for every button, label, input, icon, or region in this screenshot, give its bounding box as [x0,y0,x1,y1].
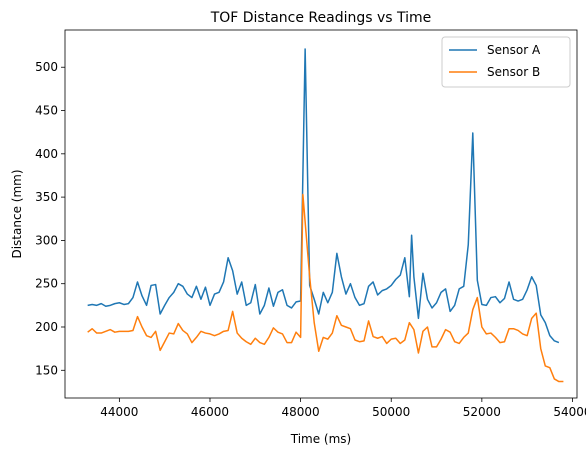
series-line-2 [87,193,564,383]
legend-label-2: Sensor B [487,65,540,79]
y-axis-label: Distance (mm) [10,169,24,258]
x-tick-label: 46000 [191,405,229,419]
y-tick-label: 150 [35,363,58,377]
plot-area-frame [64,29,578,399]
x-axis-ticks: 44000 46000 48000 50000 52000 54000 [100,398,586,419]
y-tick-label: 450 [35,104,58,118]
y-tick-label: 400 [35,147,58,161]
series-line-1 [87,48,560,344]
y-tick-label: 300 [35,233,58,247]
x-tick-label: 50000 [372,405,410,419]
plot-lines [87,48,564,383]
legend: Sensor A Sensor B [441,36,571,88]
y-tick-label: 500 [35,60,58,74]
x-tick-label: 52000 [463,405,501,419]
y-tick-label: 350 [35,190,58,204]
x-tick-label: 54000 [553,405,586,419]
y-axis-ticks: 150 200 250 300 350 400 450 500 [35,60,65,377]
y-tick-label: 250 [35,277,58,291]
legend-label-1: Sensor A [487,43,541,57]
chart-title: TOF Distance Readings vs Time [210,10,432,26]
x-axis-label: Time (ms) [290,432,352,446]
x-tick-label: 44000 [100,405,138,419]
y-tick-label: 200 [35,320,58,334]
x-tick-label: 48000 [282,405,320,419]
